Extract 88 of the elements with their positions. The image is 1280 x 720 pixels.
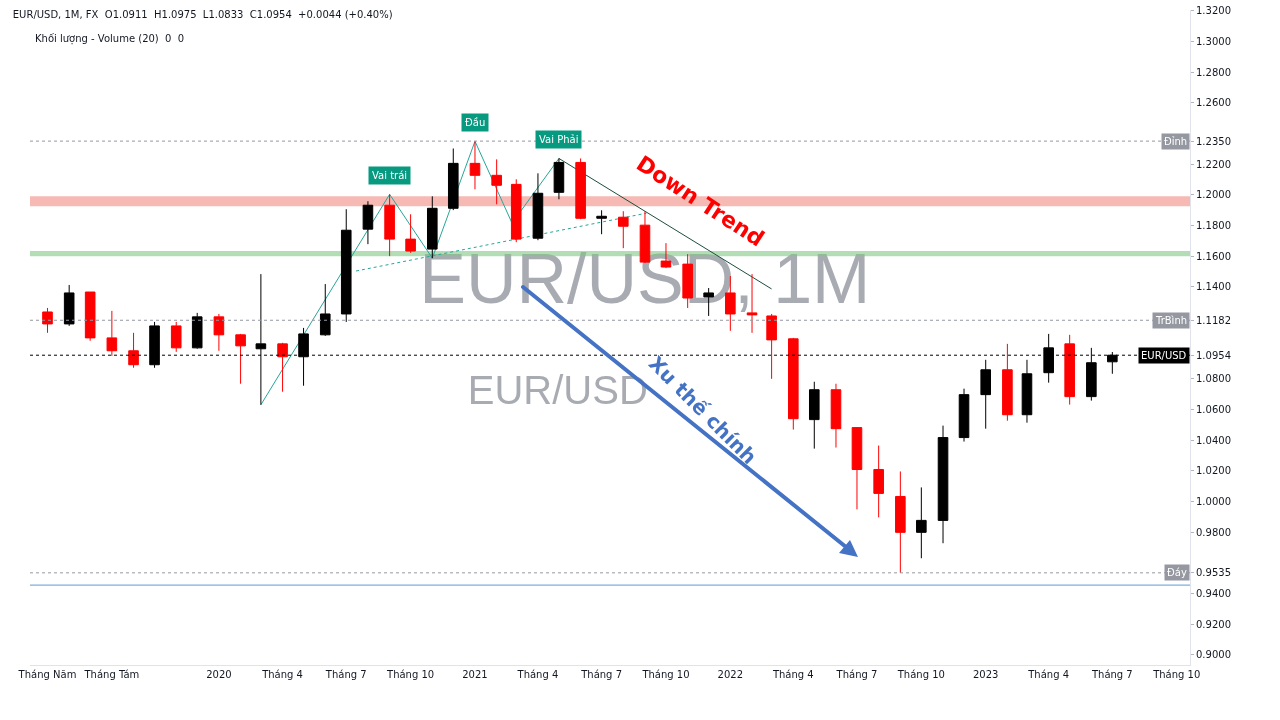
x-tick-label: Tháng 4	[516, 669, 559, 680]
x-tick-label: Tháng Năm	[17, 669, 77, 680]
candlestick	[553, 157, 565, 200]
x-tick-label: Tháng 10	[1152, 669, 1201, 680]
text: Khối lượng - Volume (20) 0 0	[35, 33, 185, 45]
y-tick-label: 1.2000	[1196, 189, 1231, 201]
candlestick	[596, 209, 607, 235]
y-tick-label: 1.0800	[1196, 373, 1231, 385]
y-tick-label: 1.1600	[1196, 250, 1231, 262]
candlestick	[1064, 334, 1075, 406]
candlestick	[1021, 359, 1033, 424]
annotation: Đầu	[465, 117, 486, 128]
x-tick-label: 2020	[206, 669, 232, 680]
chart-title: EUR/USD, 1M, FX O1.0911 H1.0975 L1.0833 C1.0954 +0.0044 (+0.40%)	[12, 8, 393, 20]
y-tick-label: 1.0600	[1196, 404, 1231, 415]
candlestick	[958, 388, 970, 443]
annotation: Vai trái	[372, 170, 408, 181]
x-tick-label: Tháng 10	[641, 669, 690, 680]
x-tick-label: Tháng 4	[261, 669, 303, 680]
ref-line-label: TrBình	[1155, 315, 1188, 326]
annotation: EUR/USD	[467, 367, 648, 412]
annotation: Vai Phải	[539, 134, 579, 145]
candlestick	[916, 486, 927, 559]
y-tick-label: 1.3000	[1196, 35, 1231, 47]
ref-line-label: Đáy	[1167, 567, 1187, 578]
x-tick-label: Tháng 10	[386, 669, 435, 680]
candlestick	[106, 310, 118, 357]
candlestick	[362, 200, 374, 245]
candlestick	[830, 383, 842, 449]
candlestick	[937, 425, 949, 544]
candlestick	[1002, 343, 1013, 422]
y-tick-label: 1.0200	[1196, 465, 1231, 477]
candlestick	[617, 210, 629, 249]
candlestick	[895, 470, 906, 574]
candlestick	[808, 381, 820, 450]
candlestick	[532, 172, 544, 241]
candlestick	[84, 291, 96, 342]
y-tick-label: 1.0400	[1196, 434, 1231, 446]
candlestick	[510, 178, 522, 243]
candlestick	[873, 445, 884, 518]
x-tick-label: Tháng 7	[324, 669, 367, 680]
y-tick-label: 0.9535	[1196, 567, 1231, 579]
candlestick	[340, 208, 352, 323]
candlestick	[980, 359, 992, 430]
x-tick-label: Tháng 7	[1090, 669, 1133, 680]
candlestick	[469, 140, 481, 190]
y-tick-label: 1.2800	[1196, 66, 1231, 78]
candlestick	[319, 283, 331, 337]
y-tick-label: 1.2350	[1196, 135, 1231, 147]
x-tick-label: Tháng 10	[896, 669, 945, 680]
x-tick-label: Tháng 7	[580, 669, 623, 680]
candlestick	[191, 312, 203, 350]
candlestick	[851, 426, 863, 510]
x-tick-label: 2023	[972, 669, 999, 680]
candlestick	[788, 337, 799, 431]
y-tick-label: 1.0000	[1196, 496, 1231, 508]
x-tick-label: 2021	[462, 669, 488, 680]
ref-line-label: Đỉnh	[1164, 136, 1188, 147]
candlestick	[766, 313, 777, 380]
y-tick-label: 1.1182	[1196, 314, 1231, 326]
y-tick-label: 1.2200	[1196, 158, 1231, 170]
candlestick	[405, 213, 416, 254]
candlestick	[213, 313, 225, 352]
x-tick-label: Tháng 4	[1027, 669, 1070, 680]
candlestick	[575, 157, 586, 220]
candlestick	[128, 332, 139, 369]
x-tick-label: Tháng 4	[771, 669, 814, 680]
y-tick-label: 1.0954	[1196, 349, 1231, 361]
candlestick	[42, 307, 53, 334]
x-tick-label: Tháng Tám	[83, 669, 140, 680]
x-tick-label: 2022	[717, 669, 744, 680]
candlestick	[447, 147, 459, 211]
y-tick-label: 0.9400	[1196, 588, 1231, 600]
candlestick	[491, 158, 502, 205]
x-tick-label: Tháng 7	[835, 669, 878, 680]
y-tick-label: 0.9800	[1196, 526, 1231, 538]
y-tick-label: 1.2600	[1196, 97, 1231, 109]
y-tick-label: 1.1800	[1196, 219, 1231, 231]
y-tick-label: 1.3200	[1196, 5, 1231, 17]
candlestick	[63, 284, 75, 327]
ref-line-label: EUR/USD	[1141, 350, 1187, 361]
y-tick-label: 0.9200	[1196, 618, 1231, 630]
candlestick	[170, 321, 182, 353]
candlestick	[384, 193, 395, 257]
y-tick-label: 0.9000	[1196, 649, 1231, 661]
candlestick	[235, 333, 246, 385]
y-tick-label: 1.1400	[1196, 281, 1231, 293]
candlestick	[277, 342, 288, 393]
